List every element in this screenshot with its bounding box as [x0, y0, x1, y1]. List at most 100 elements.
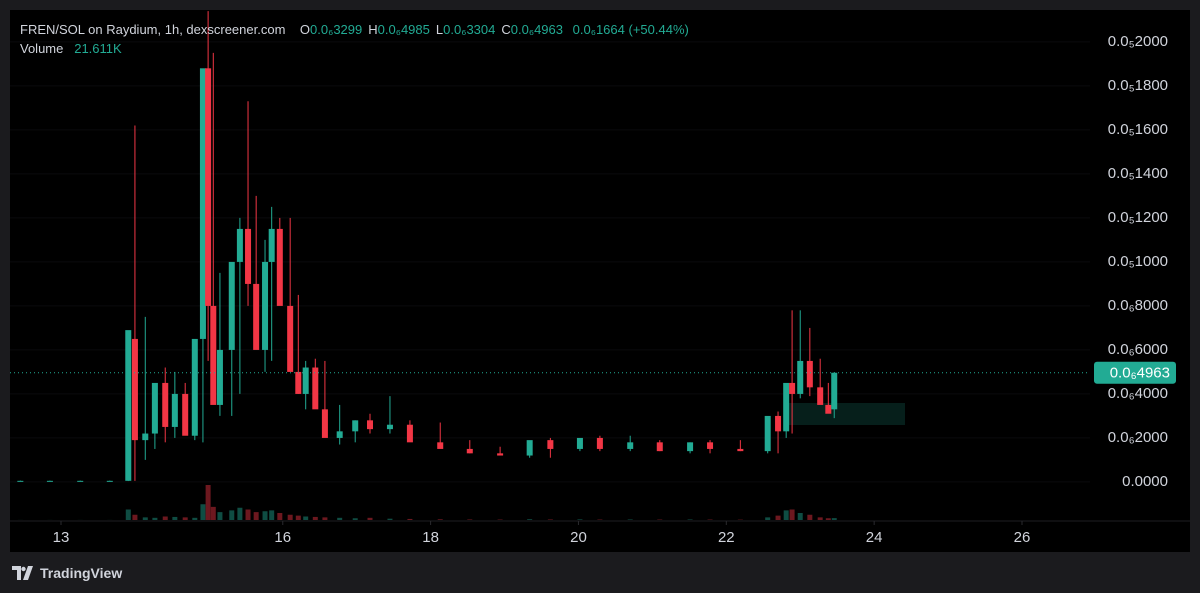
candle-body: [547, 440, 554, 449]
ohlc-key: H: [368, 22, 378, 37]
ohlc-key: L: [435, 22, 444, 37]
y-tick-label: 0.0₆4000: [1108, 385, 1168, 402]
volume-bar: [367, 517, 373, 520]
volume-bar: [437, 519, 443, 520]
candle-body: [817, 387, 824, 405]
candle-body: [205, 68, 212, 306]
volume-bar: [547, 519, 553, 520]
candle-body: [352, 420, 359, 432]
candle-body: [386, 424, 393, 430]
branding: TradingView: [12, 565, 122, 581]
candle-body: [656, 442, 663, 452]
volume-bar: [182, 517, 188, 520]
candle-body: [17, 480, 24, 482]
ohlc: O0.0₆3299 H0.0₆4985 L0.0₆3304 C0.0₆4963: [300, 22, 569, 37]
candle-body: [825, 404, 832, 414]
volume-bar: [831, 518, 837, 520]
x-tick-label: 26: [1014, 529, 1031, 546]
volume-bar: [200, 504, 206, 520]
volume-bar: [825, 518, 831, 520]
volume-bar: [407, 518, 413, 520]
volume-bar: [627, 519, 633, 520]
volume-bar: [387, 518, 393, 520]
candle-body: [806, 360, 813, 388]
volume-bar: [789, 509, 795, 520]
candle-body: [687, 442, 694, 452]
logo: [12, 566, 33, 580]
ohlc-value: 0.0₆4985: [377, 22, 430, 37]
candle-body: [131, 338, 138, 441]
candle-body: [406, 424, 413, 443]
candle-body: [596, 437, 603, 449]
volume-bar: [527, 519, 533, 520]
candles: [17, 11, 838, 520]
candle-body: [437, 442, 444, 449]
volume-bar: [352, 518, 358, 520]
candle-body: [210, 305, 217, 405]
volume-bar: [262, 511, 268, 520]
candle-body: [46, 480, 53, 482]
volume-bar: [337, 517, 343, 520]
candle-body: [367, 420, 373, 430]
candle-body: [526, 440, 533, 456]
zone-box: [786, 403, 905, 425]
x-tick-label: 24: [866, 529, 883, 546]
x-tick-label: 18: [422, 529, 439, 546]
candle-body: [276, 228, 283, 306]
y-tick-label: 0.0₆2000: [1108, 429, 1168, 446]
x-tick-label: 16: [274, 529, 291, 546]
candle-body: [312, 367, 319, 410]
y-tick-label: 0.0₅1400: [1108, 165, 1168, 182]
legend-title: FREN/SOL on Raydium, 1h, dexscreener.com: [20, 22, 286, 37]
candle-body: [831, 372, 838, 410]
volume-bar: [783, 510, 789, 520]
candle-body: [737, 448, 744, 452]
volume-bar: [152, 517, 158, 520]
volume-bar: [253, 512, 259, 520]
candle-body: [191, 338, 198, 436]
candle-body: [171, 393, 178, 427]
candle-body: [764, 415, 771, 452]
y-tick-label: 0.0₅1600: [1108, 121, 1168, 138]
last-price-label: 0.0₆4963: [1110, 365, 1170, 382]
candle-body: [707, 442, 714, 449]
volume-bar: [125, 509, 131, 520]
x-tick-label: 20: [570, 529, 587, 546]
volume-bar: [245, 509, 251, 520]
volume-row: Volume 21.611K: [20, 39, 695, 58]
legend-row: FREN/SOL on Raydium, 1h, dexscreener.com…: [20, 20, 695, 39]
volume-bar: [775, 515, 781, 520]
candle-body: [627, 442, 634, 449]
y-tick-label: 0.0₅1200: [1108, 209, 1168, 226]
y-tick-label: 0.0₅2000: [1108, 33, 1168, 50]
volume-bar: [172, 516, 178, 520]
change: 0.0₆1664 (+50.44%): [572, 22, 689, 37]
ohlc-key: O: [299, 22, 310, 37]
volume-bar: [142, 517, 148, 520]
candle-body: [295, 371, 302, 394]
volume-bar: [295, 515, 301, 520]
candle-body: [106, 480, 113, 482]
candle-body: [199, 68, 206, 339]
volume-bar: [312, 516, 318, 520]
legend: FREN/SOL on Raydium, 1h, dexscreener.com…: [20, 20, 695, 58]
volume-bar: [217, 512, 223, 520]
candle-body: [216, 349, 223, 405]
candle-body: [466, 448, 473, 454]
volume-bar: [687, 519, 693, 520]
ohlc-value: 0.0₆3299: [310, 22, 363, 37]
volume-bar: [322, 517, 328, 520]
brand-text: TradingView: [40, 565, 123, 581]
y-tick-label: 0.0₅1800: [1108, 77, 1168, 94]
candle-body: [268, 228, 275, 262]
candle-body: [245, 228, 252, 284]
volume-bar: [287, 514, 293, 520]
ohlc-value: 0.0₆3304: [443, 22, 496, 37]
candle-body: [576, 437, 583, 449]
ohlc-key: C: [501, 22, 511, 37]
candle-body: [321, 409, 328, 438]
ohlc-value: 0.0₆4963: [510, 22, 564, 37]
x-tick-label: 22: [718, 529, 735, 546]
volume-bar: [467, 519, 473, 520]
